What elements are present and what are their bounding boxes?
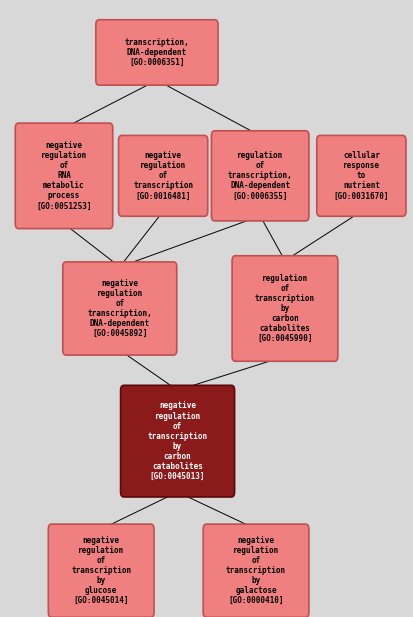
FancyBboxPatch shape [211,131,309,221]
FancyBboxPatch shape [96,20,218,85]
FancyBboxPatch shape [232,256,338,362]
Text: negative
regulation
of
transcription
by
glucose
[GO:0045014]: negative regulation of transcription by … [71,536,131,605]
FancyBboxPatch shape [48,524,154,617]
FancyBboxPatch shape [121,385,235,497]
FancyBboxPatch shape [119,136,208,217]
Text: regulation
of
transcription
by
carbon
catabolites
[GO:0045990]: regulation of transcription by carbon ca… [255,274,315,343]
Text: negative
regulation
of
transcription
by
carbon
catabolites
[GO:0045013]: negative regulation of transcription by … [147,402,208,481]
FancyBboxPatch shape [63,262,177,355]
Text: regulation
of
transcription,
DNA-dependent
[GO:0006355]: regulation of transcription, DNA-depende… [228,151,292,201]
FancyBboxPatch shape [317,136,406,217]
Text: cellular
response
to
nutrient
[GO:0031670]: cellular response to nutrient [GO:003167… [334,151,389,201]
Text: negative
regulation
of
transcription
by
galactose
[GO:0000410]: negative regulation of transcription by … [226,536,286,605]
Text: negative
regulation
of
transcription
[GO:0016481]: negative regulation of transcription [GO… [133,151,193,201]
Text: negative
regulation
of
transcription,
DNA-dependent
[GO:0045892]: negative regulation of transcription, DN… [88,279,152,338]
Text: negative
regulation
of
RNA
metabolic
process
[GO:0051253]: negative regulation of RNA metabolic pro… [36,141,92,210]
FancyBboxPatch shape [15,123,113,229]
FancyBboxPatch shape [203,524,309,617]
Text: transcription,
DNA-dependent
[GO:0006351]: transcription, DNA-dependent [GO:0006351… [125,38,189,67]
